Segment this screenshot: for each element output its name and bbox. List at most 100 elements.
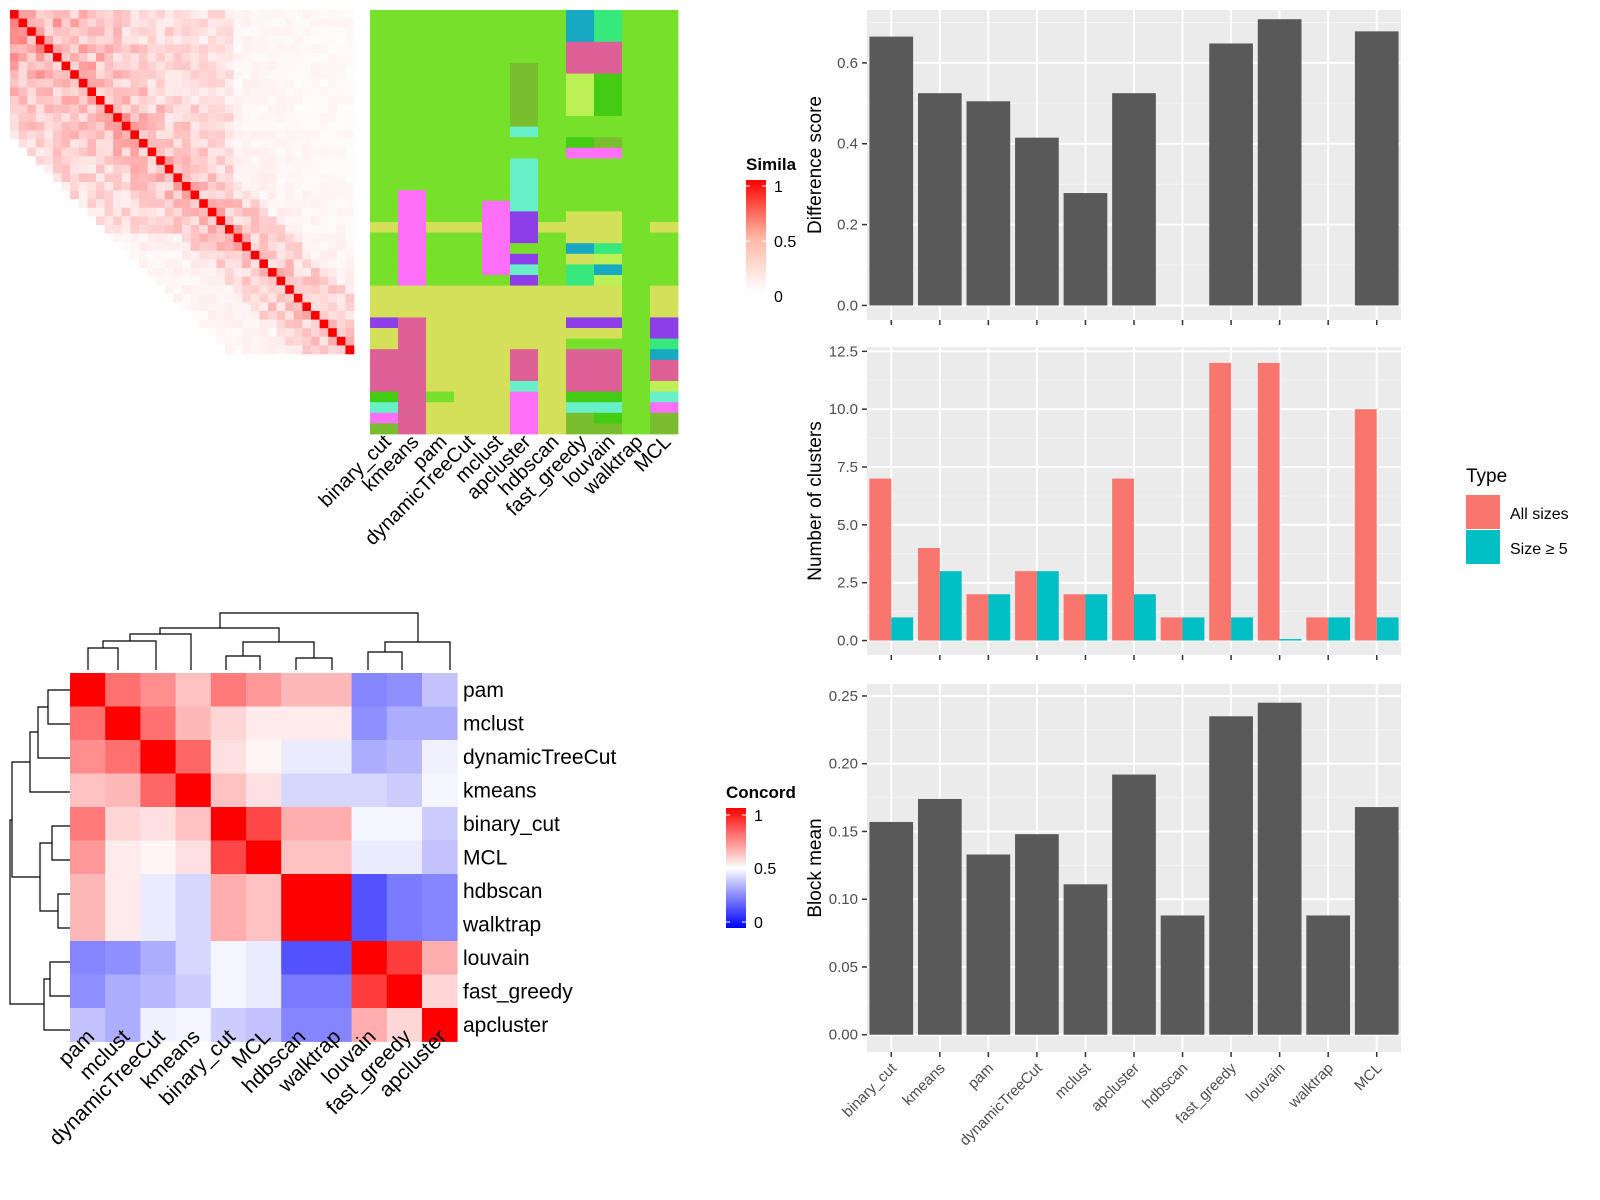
- similarity-cell: [87, 70, 97, 80]
- similarity-cell: [328, 319, 338, 329]
- similarity-cell: [276, 70, 286, 80]
- similarity-cell: [130, 250, 140, 260]
- x-tick-label: dynamicTreeCut: [956, 1059, 1046, 1149]
- similarity-cell: [216, 336, 226, 346]
- similarity-cell: [276, 216, 286, 226]
- classification-cell: [538, 243, 567, 255]
- similarity-cell: [336, 302, 346, 312]
- concordance-cell: [105, 907, 141, 942]
- similarity-cell: [18, 182, 28, 191]
- bar: [1112, 93, 1156, 306]
- similarity-cell: [147, 182, 157, 191]
- similarity-cell: [285, 311, 295, 320]
- similarity-cell: [53, 302, 62, 312]
- similarity-cell: [242, 328, 252, 338]
- classification-cell: [370, 31, 399, 43]
- classification-cell: [538, 222, 567, 233]
- similarity-cell: [18, 199, 28, 209]
- similarity-cell: [53, 242, 62, 252]
- similarity-cell: [164, 190, 174, 200]
- similarity-cell: [35, 216, 45, 226]
- similarity-cell: [225, 27, 234, 37]
- classification-cell: [510, 338, 539, 350]
- similarity-cell: [216, 173, 226, 183]
- similarity-cell: [242, 345, 252, 355]
- classification-cell: [622, 41, 651, 53]
- similarity-cell: [139, 216, 148, 226]
- classification-cell: [566, 105, 595, 117]
- similarity-cell: [156, 139, 166, 148]
- similarity-cell: [225, 293, 234, 303]
- classification-cell: [650, 402, 679, 414]
- similarity-cell: [207, 259, 217, 269]
- similarity-cell: [199, 121, 209, 131]
- similarity-cell: [78, 35, 88, 45]
- similarity-cell: [345, 139, 355, 148]
- similarity-cell: [44, 319, 54, 329]
- classification-cell: [594, 179, 623, 191]
- classification-cell: [622, 20, 651, 32]
- classification-cell: [594, 73, 623, 85]
- similarity-cell: [268, 78, 277, 88]
- similarity-cell: [104, 336, 114, 346]
- similarity-cell: [70, 18, 80, 28]
- classification-cell: [398, 169, 427, 180]
- similarity-cell: [319, 18, 329, 28]
- similarity-cell: [250, 87, 260, 97]
- similarity-cell: [302, 285, 312, 295]
- similarity-cell: [130, 259, 140, 269]
- similarity-cell: [121, 156, 131, 166]
- similarity-cell: [70, 276, 80, 286]
- concordance-cell: [70, 706, 106, 741]
- classification-cell: [398, 402, 427, 414]
- similarity-cell: [87, 319, 97, 329]
- similarity-cell: [259, 156, 269, 166]
- similarity-cell: [311, 130, 320, 140]
- classification-cell: [454, 264, 483, 276]
- similarity-cell: [173, 10, 183, 19]
- similarity-cell: [190, 216, 200, 226]
- similarity-cell: [139, 302, 148, 312]
- similarity-cell: [113, 27, 123, 37]
- classification-cell: [566, 52, 595, 64]
- similarity-cell: [207, 96, 217, 105]
- classification-cell: [482, 232, 511, 244]
- similarity-cell: [121, 199, 131, 209]
- similarity-cell: [53, 233, 62, 243]
- classification-cell: [454, 349, 483, 361]
- similarity-cell: [225, 182, 234, 191]
- similarity-cell: [285, 336, 295, 346]
- similarity-cell: [96, 173, 105, 183]
- similarity-cell: [199, 10, 209, 19]
- similarity-cell: [53, 156, 62, 166]
- similarity-cell: [113, 250, 123, 260]
- bar: [966, 854, 1011, 1035]
- classification-cell: [538, 190, 567, 202]
- similarity-cell: [156, 225, 166, 234]
- classification-cell: [370, 349, 399, 361]
- similarity-cell: [242, 276, 252, 286]
- similarity-cell: [113, 311, 123, 320]
- similarity-cell: [104, 250, 114, 260]
- similarity-cell: [259, 319, 269, 329]
- similarity-cell: [345, 311, 355, 320]
- similarity-cell: [207, 311, 217, 320]
- similarity-cell: [87, 121, 97, 131]
- similarity-cell: [250, 121, 260, 131]
- classification-cell: [454, 147, 483, 159]
- similarity-cell: [173, 182, 183, 191]
- similarity-cell: [87, 10, 97, 19]
- similarity-cell: [268, 121, 277, 131]
- similarity-cell: [328, 113, 338, 123]
- classification-cell: [566, 423, 595, 435]
- similarity-cell: [87, 164, 97, 174]
- similarity-cell: [104, 190, 114, 200]
- similarity-cell: [336, 78, 346, 88]
- similarity-cell: [61, 311, 71, 320]
- similarity-cell: [130, 207, 140, 217]
- similarity-cell: [35, 302, 45, 312]
- similarity-cell: [130, 18, 140, 28]
- similarity-cell: [87, 293, 97, 303]
- similarity-cell: [156, 113, 166, 123]
- similarity-cell: [121, 250, 131, 260]
